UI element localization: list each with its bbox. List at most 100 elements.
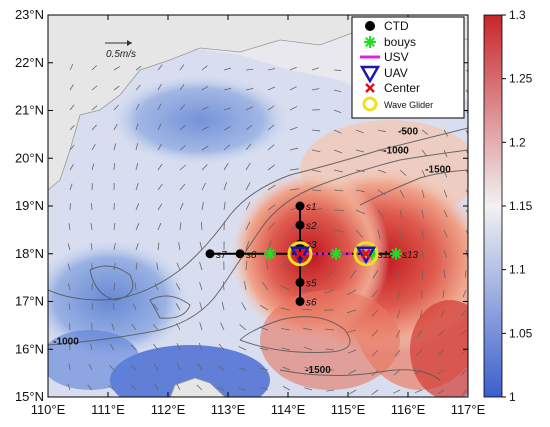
contour-label: -500 <box>398 126 418 137</box>
velocity-arrow <box>131 384 137 391</box>
velocity-arrow <box>223 67 231 71</box>
velocity-arrow <box>419 309 423 319</box>
station-label: s12 <box>378 250 395 261</box>
velocity-arrow <box>397 269 401 279</box>
velocity-arrow <box>399 169 407 176</box>
velocity-arrow <box>311 67 320 71</box>
lon-tick-label: 112°E <box>151 402 186 417</box>
velocity-arrow <box>333 169 343 173</box>
velocity-arrow <box>266 260 269 271</box>
velocity-arrow <box>259 347 269 351</box>
velocity-arrow <box>90 243 93 251</box>
velocity-arrow <box>135 123 139 131</box>
velocity-arrow <box>282 366 291 371</box>
velocity-arrow <box>396 309 401 319</box>
velocity-arrow <box>153 303 159 311</box>
velocity-arrow <box>333 149 343 154</box>
velocity-arrow <box>199 322 203 331</box>
velocity-arrow <box>392 389 401 394</box>
velocity-arrow <box>131 324 137 331</box>
velocity-arrow <box>324 289 335 294</box>
velocity-arrow <box>461 389 467 397</box>
velocity-arrow <box>438 329 445 337</box>
velocity-arrow <box>220 322 225 331</box>
velocity-arrow <box>377 229 381 240</box>
velocity-arrow <box>397 289 401 299</box>
velocity-arrow <box>196 384 203 391</box>
velocity-arrow <box>465 69 468 73</box>
velocity-arrow <box>371 389 379 395</box>
velocity-arrow <box>311 169 321 173</box>
velocity-arrow <box>67 243 71 251</box>
velocity-arrow <box>245 221 251 231</box>
velocity-arrow <box>443 269 446 279</box>
velocity-arrow <box>355 209 366 215</box>
velocity-arrow <box>201 145 209 151</box>
velocity-arrow <box>260 386 269 391</box>
velocity-arrow <box>281 347 291 351</box>
contour-label: -1500 <box>305 365 331 376</box>
velocity-arrow <box>223 201 226 211</box>
velocity-arrow <box>421 189 425 198</box>
velocity-arrow <box>393 369 401 376</box>
ctd-station-marker <box>295 220 305 230</box>
velocity-arrow <box>69 84 74 91</box>
velocity-arrow <box>68 363 71 371</box>
scale-arrow: 0.5m/s <box>105 40 136 60</box>
velocity-arrow <box>417 329 423 338</box>
velocity-arrow <box>461 309 467 317</box>
velocity-arrow <box>239 324 247 331</box>
velocity-arrow <box>91 124 97 131</box>
velocity-arrow <box>179 183 186 191</box>
velocity-arrow <box>245 106 253 111</box>
velocity-arrow <box>421 269 424 279</box>
velocity-arrow <box>157 64 163 71</box>
velocity-arrow <box>201 164 208 171</box>
lat-tick-label: 18°N <box>15 246 44 261</box>
velocity-arrow <box>395 329 401 338</box>
velocity-arrow <box>90 223 93 231</box>
center-marker <box>295 248 305 259</box>
velocity-arrow <box>311 149 321 153</box>
velocity-arrow <box>349 269 357 279</box>
velocity-arrow <box>201 182 206 191</box>
velocity-arrow <box>176 363 181 371</box>
wave-glider-marker <box>287 241 313 267</box>
velocity-arrow <box>175 303 181 311</box>
velocity-arrow <box>135 65 142 71</box>
velocity-arrow <box>267 164 276 171</box>
velocity-arrow <box>152 324 159 331</box>
velocity-arrow <box>67 383 71 391</box>
legend-label: bouys <box>384 35 416 49</box>
velocity-arrow <box>130 364 137 371</box>
velocity-arrow <box>108 385 115 391</box>
station-label: s5 <box>306 278 317 289</box>
velocity-arrow <box>303 346 313 351</box>
velocity-arrow <box>304 387 313 391</box>
velocity-arrow <box>267 184 276 191</box>
velocity-arrow <box>267 240 272 251</box>
velocity-arrow <box>67 263 71 271</box>
velocity-arrow <box>157 163 163 171</box>
velocity-arrow <box>280 285 291 291</box>
contour-label: -1000 <box>383 145 409 156</box>
sampling-tracks: s1 s2 s3 s5 s6 s7 s8 s12 s13 <box>205 201 419 309</box>
velocity-arrow <box>179 202 184 211</box>
velocity-arrow <box>267 105 275 111</box>
velocity-arrow <box>282 385 291 391</box>
velocity-arrow <box>199 302 203 311</box>
velocity-arrow <box>178 242 181 251</box>
velocity-arrow <box>245 143 252 151</box>
velocity-arrow <box>87 384 93 391</box>
velocity-arrow <box>68 303 71 311</box>
velocity-arrow <box>201 65 208 71</box>
velocity-arrow <box>223 182 227 191</box>
velocity-arrow <box>135 103 140 111</box>
velocity-arrow <box>156 262 159 271</box>
velocity-arrow <box>135 84 141 91</box>
velocity-arrow <box>238 387 247 391</box>
velocity-arrow <box>437 369 445 375</box>
velocity-arrow <box>91 143 96 151</box>
center-cross-stroke <box>295 248 305 259</box>
